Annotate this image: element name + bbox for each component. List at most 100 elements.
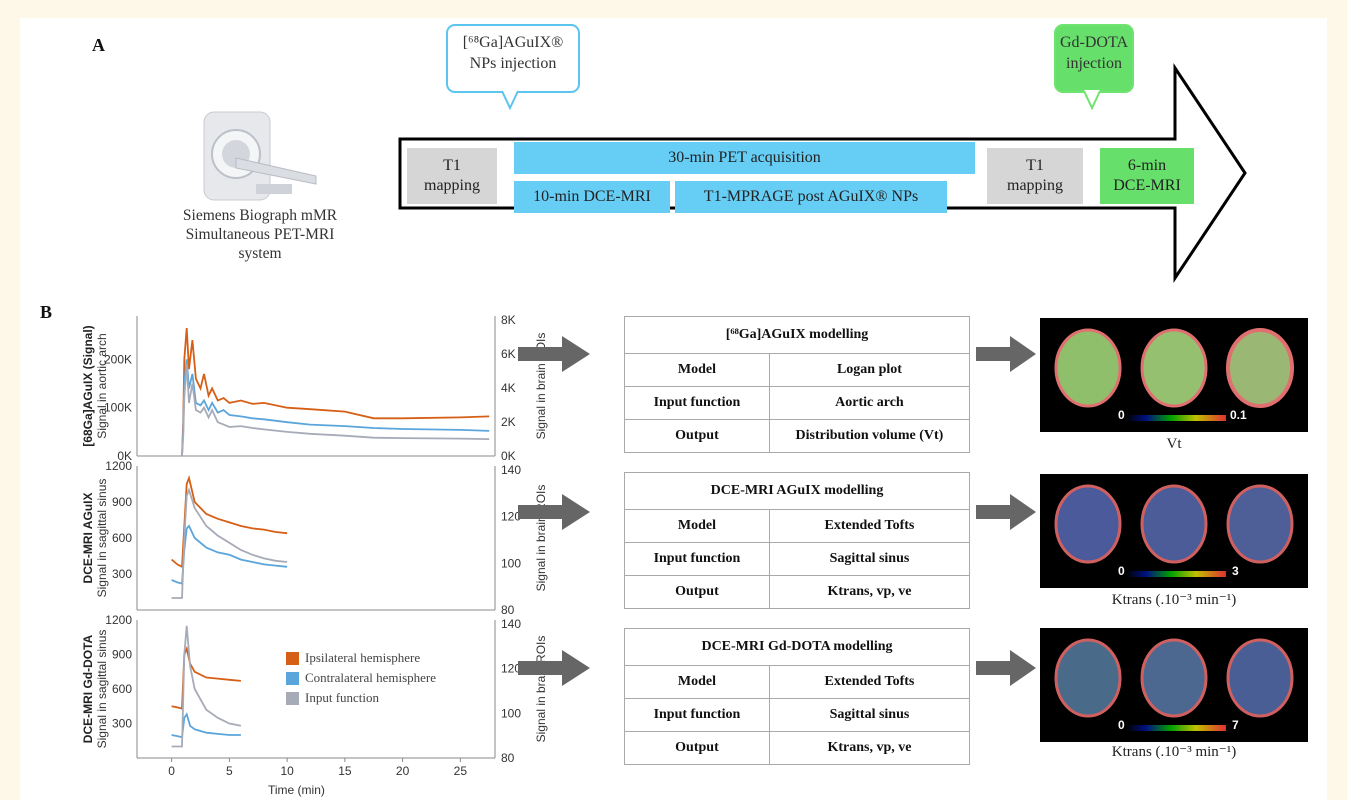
- ktrans-gddota-map-image: [1040, 628, 1308, 742]
- arrow-chart1-table1: [518, 336, 590, 372]
- chart-3-xtick-5: 25: [454, 764, 468, 778]
- scanner-illustration: [196, 106, 320, 204]
- chart-3-ytick-1: 600: [112, 682, 132, 696]
- ktrans-agux-map-image: [1040, 474, 1308, 588]
- ktrans-agux-caption: Ktrans (.10⁻³ min⁻¹): [1111, 592, 1237, 608]
- chart-2-ytick-1: 600: [112, 531, 132, 545]
- chart-1-ytick-2: 200K: [104, 352, 132, 366]
- pet-acquisition-bar: 30-min PET acquisition: [514, 142, 975, 174]
- legend-swatch-contralateral: [286, 671, 299, 685]
- agux-callout-line-1: [⁶⁸Ga]AGuIX®: [462, 34, 564, 51]
- scanner-caption-line-3: system: [238, 245, 282, 262]
- ktrans-agux-scale-min: 0: [1118, 564, 1125, 578]
- table1-row3-val: Distribution volume (Vt): [768, 419, 971, 453]
- chart-1-ylabel2: Signal in aortic arch: [95, 333, 109, 438]
- ktrans-agux-map-svg: [1054, 484, 1294, 577]
- ktrans-gddota-map-svg: [1054, 638, 1294, 731]
- arrow-chart3-table3: [518, 650, 590, 686]
- gd-callout-pointer: [1084, 90, 1101, 110]
- chart-1-ytick-1: 100K: [104, 401, 132, 415]
- chart-1-y2tick-2: 4K: [501, 381, 516, 395]
- legend-swatch-ipsilateral: [286, 651, 299, 665]
- table3-row2-key: Input function: [624, 698, 770, 732]
- scanner-caption: Siemens Biograph mMR Simultaneous PET-MR…: [160, 206, 360, 263]
- chart-3-xtick-1: 5: [226, 764, 233, 778]
- table1-row1-key: Model: [624, 353, 770, 387]
- table1-row2-val: Aortic arch: [768, 386, 971, 420]
- chart-2-ytick-2: 900: [112, 495, 132, 509]
- vt-scale-min: 0: [1118, 408, 1125, 422]
- table3-title: DCE-MRI Gd-DOTA modelling: [624, 628, 970, 666]
- legend-label-input: Input function: [305, 690, 380, 705]
- chart-1-y2tick-3: 6K: [501, 347, 516, 361]
- legend-ipsilateral: Ipsilateral hemisphere: [286, 650, 420, 666]
- dce-10min-bar: 10-min DCE-MRI: [514, 181, 670, 213]
- chart-2-y2tick-3: 140: [501, 463, 521, 477]
- chart-2-ylabel: DCE-MRI AGuIX: [81, 493, 95, 584]
- table-agux-pet-modelling: [⁶⁸Ga]AGuIX modelling Model Logan plot In…: [624, 316, 971, 453]
- ktrans-gddota-caption: Ktrans (.10⁻³ min⁻¹): [1111, 744, 1237, 760]
- chart-3-series-3-line: [171, 625, 242, 748]
- ktrans-agux-scale-max: 3: [1232, 564, 1239, 578]
- arrow-table2-map2: [976, 494, 1036, 530]
- arrow-table3-map3: [976, 650, 1036, 686]
- chart-2-y2tick-2: 120: [501, 510, 521, 524]
- chart-2-y2tick-0: 80: [501, 603, 515, 617]
- dce6-line-2: DCE-MRI: [1113, 177, 1181, 194]
- table3-row3-val: Ktrans, vp, ve: [768, 731, 971, 765]
- chart-2-ytick-0: 300: [112, 567, 132, 581]
- chart-3-ylabel: DCE-MRI Gd-DOTA: [81, 634, 95, 743]
- chart-2-series-3-line: [171, 487, 288, 599]
- gd-callout-line-1: Gd-DOTA: [1059, 34, 1129, 51]
- t1-mapping-post: T1 mapping: [987, 148, 1083, 204]
- table3-row2-val: Sagittal sinus: [768, 698, 971, 732]
- agux-injection-callout: [⁶⁸Ga]AGuIX® NPs injection: [446, 24, 580, 93]
- agux-callout-line-2: NPs injection: [469, 55, 557, 72]
- chart-2-ylabel2: Signal in sagittal sinus: [95, 479, 109, 598]
- arrow-table1-map1: [976, 336, 1036, 372]
- legend-input: Input function: [286, 690, 379, 706]
- chart-3-y2tick-1: 100: [501, 706, 521, 720]
- table-dce-gddota-modelling: DCE-MRI Gd-DOTA modelling Model Extended …: [624, 628, 971, 765]
- vt-scale-max: 0.1: [1230, 408, 1247, 422]
- t1-post-line-2: mapping: [1007, 177, 1063, 194]
- chart-3-xtick-3: 15: [338, 764, 352, 778]
- table2-row3-key: Output: [624, 575, 770, 609]
- table3-row1-key: Model: [624, 665, 770, 699]
- chart-2-y2tick-1: 100: [501, 556, 521, 570]
- table-dce-agux-modelling: DCE-MRI AGuIX modelling Model Extended To…: [624, 472, 971, 609]
- mprage-bar: T1-MPRAGE post AGuIX® NPs: [675, 181, 947, 213]
- dce-6min-bar: 6-min DCE-MRI: [1100, 148, 1194, 204]
- vt-map-svg: [1054, 328, 1294, 421]
- chart-3-ytick-3: 1200: [105, 613, 132, 627]
- chart-3-xtick-4: 20: [396, 764, 410, 778]
- table1-row2-key: Input function: [624, 386, 770, 420]
- chart-1-y2tick-1: 2K: [501, 415, 516, 429]
- t1-pre-line-2: mapping: [424, 177, 480, 194]
- chart-3-series-1-line: [171, 645, 241, 710]
- chart-1-ytick-0: 0K: [117, 449, 132, 463]
- table1-title: [⁶⁸Ga]AGuIX modelling: [624, 316, 970, 354]
- scanner-caption-line-2: Simultaneous PET-MRI: [185, 226, 335, 243]
- time-curve-charts: 0K 100K 200K 0K 2K 4K 6K 8K [68Ga]AGuIX (Signal)…: [81, 313, 548, 778]
- chart-1-series-3-line: [181, 364, 490, 457]
- vt-map-caption: Vt: [1166, 436, 1182, 452]
- dce6-line-1: 6-min: [1127, 157, 1167, 174]
- table2-row3-val: Ktrans, vp, ve: [768, 575, 971, 609]
- gd-callout-line-2: injection: [1066, 55, 1122, 72]
- x-axis-label: Time (min): [268, 783, 325, 797]
- chart-1-y2tick-4: 8K: [501, 313, 516, 327]
- chart-2-ytick-3: 1200: [105, 459, 132, 473]
- table2-row1-val: Extended Tofts: [768, 509, 971, 543]
- ktrans-gddota-scale-max: 7: [1232, 718, 1239, 732]
- table2-title: DCE-MRI AGuIX modelling: [624, 472, 970, 510]
- table1-row3-key: Output: [624, 419, 770, 453]
- legend-label-ipsilateral: Ipsilateral hemisphere: [305, 650, 421, 665]
- vt-map-image: [1040, 318, 1308, 432]
- agux-callout-pointer: [502, 90, 519, 110]
- scanner-caption-line-1: Siemens Biograph mMR: [182, 207, 338, 224]
- chart-3-xtick-0: 0: [168, 764, 175, 778]
- legend-contralateral: Contralateral hemisphere: [286, 670, 436, 686]
- t1-post-line-1: T1: [1026, 157, 1044, 174]
- gd-injection-callout: Gd-DOTA injection: [1054, 24, 1134, 93]
